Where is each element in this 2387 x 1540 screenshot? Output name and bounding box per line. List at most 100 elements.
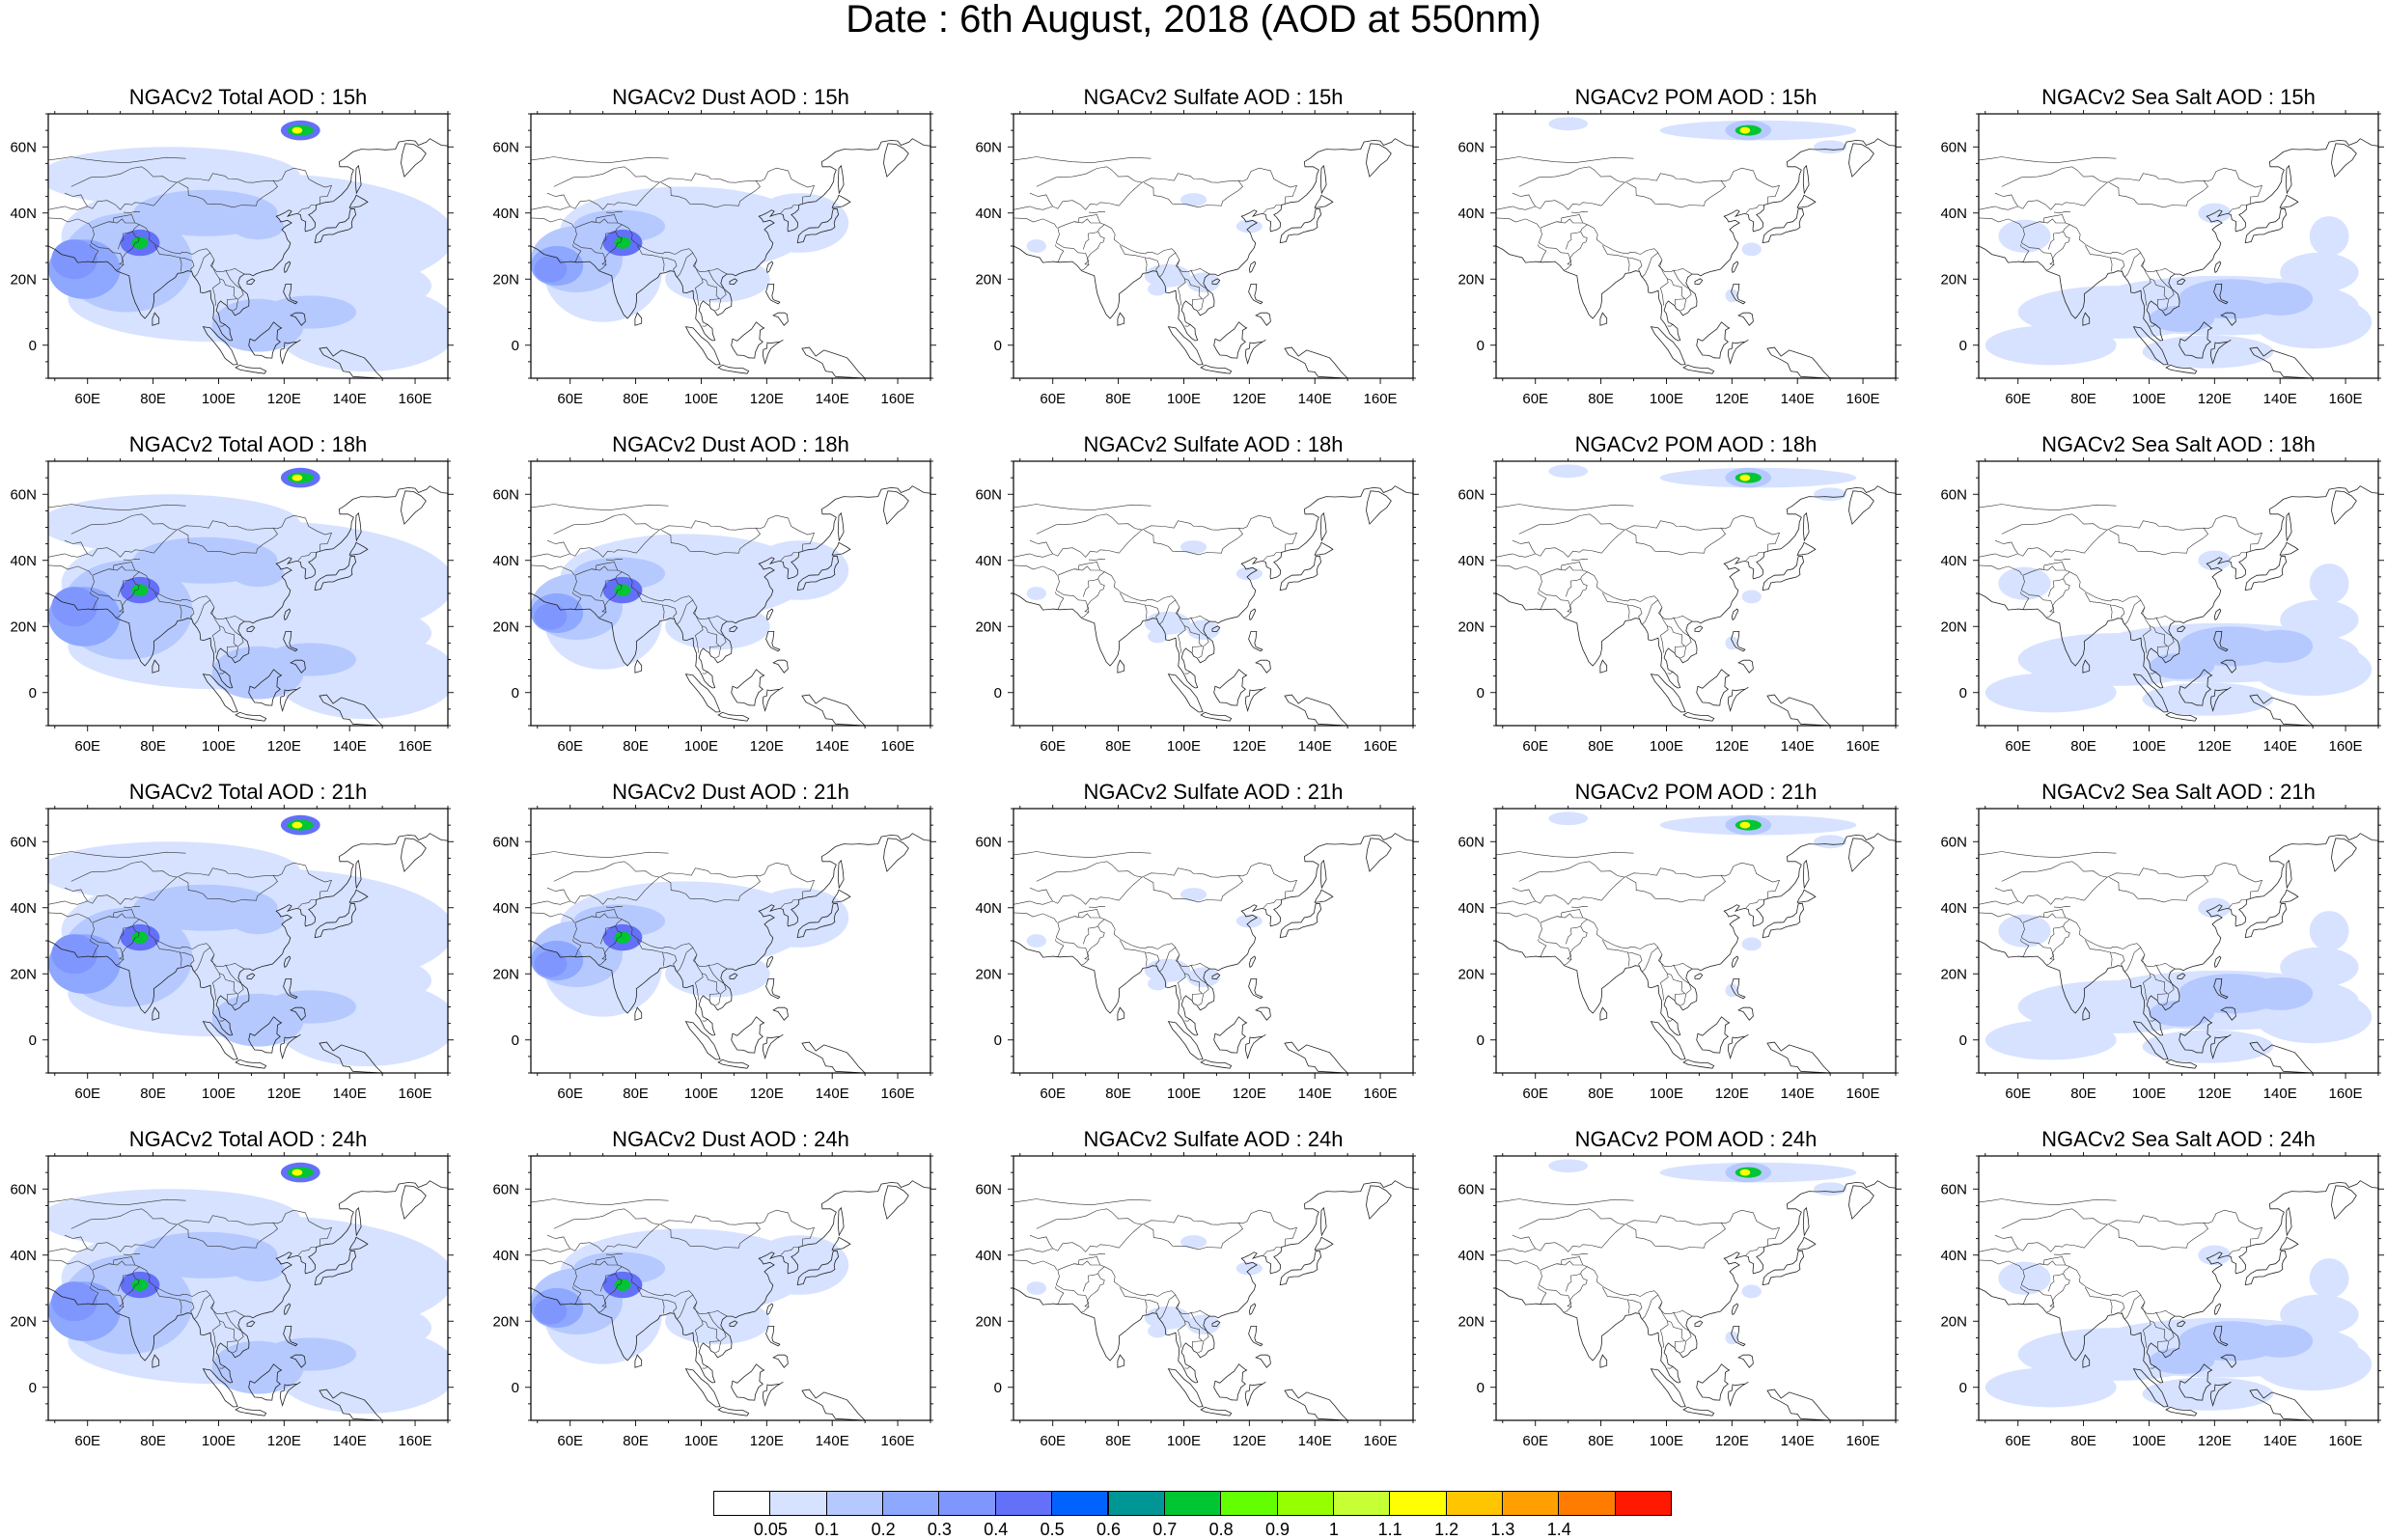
aod-plume [2247, 282, 2314, 316]
country-border [1569, 1273, 1588, 1307]
lat-tick-label: 20N [10, 271, 37, 288]
country-border [1570, 224, 1588, 234]
coastline [1284, 346, 1348, 378]
lat-tick-label: 60N [10, 486, 37, 503]
aod-plume [1235, 1261, 1263, 1276]
coastline [801, 1389, 866, 1420]
country-border [2085, 245, 2111, 259]
coastline [2244, 207, 2288, 244]
country-border [553, 861, 660, 882]
country-border [1036, 166, 1143, 187]
country-border [2048, 580, 2055, 597]
country-border [605, 224, 623, 234]
coastline [1255, 312, 1271, 326]
coastline [772, 659, 789, 674]
aod-plume [2280, 599, 2359, 640]
country-border [1566, 1275, 1572, 1292]
country-border [780, 204, 801, 214]
country-border [1055, 218, 1210, 275]
coastline [883, 1185, 909, 1220]
aod-plume [264, 990, 356, 1024]
coastline [2082, 1354, 2091, 1368]
coastline [831, 541, 851, 556]
country-border [219, 1366, 226, 1369]
lon-tick-label: 140E [816, 391, 849, 407]
map-panel-total: NGACv2 Total AOD : 21h 60E 80E 100E 120E 140E… [0, 780, 463, 1102]
coastline [1319, 1206, 1327, 1237]
country-border [2020, 913, 2176, 970]
panel-title: NGACv2 Sulfate AOD : 18h [1083, 432, 1344, 456]
coastline [1694, 278, 1704, 286]
coastline [1599, 659, 1608, 674]
aod-plume [2149, 1000, 2215, 1027]
colorbar-swatch [938, 1491, 996, 1516]
coastline [1696, 1016, 1731, 1054]
lon-tick-label: 160E [2329, 391, 2363, 407]
coastline [2165, 1406, 2198, 1416]
country-border [1183, 625, 1204, 653]
country-border [756, 1209, 815, 1247]
country-border [1013, 912, 1058, 922]
coastline [1314, 194, 1334, 208]
colorbar-label: 1 [1328, 1520, 1339, 1539]
lat-tick-label: 0 [1959, 338, 1967, 354]
lon-tick-label: 140E [1781, 391, 1815, 407]
country-border [1073, 1256, 1101, 1266]
coastline [684, 674, 721, 713]
country-border [662, 257, 665, 272]
coastline [1979, 461, 2378, 689]
country-border [569, 1286, 582, 1305]
coastline [246, 278, 256, 286]
country-border [87, 1286, 99, 1305]
country-border [2001, 861, 2108, 882]
coastline [1979, 809, 2378, 1036]
country-border [2155, 618, 2175, 659]
aod-plume [614, 931, 631, 944]
map-plot: 60E 80E 100E 120E 140E 160E 0 20N 40N 60N [1457, 805, 1901, 1102]
coastline [1802, 511, 1810, 542]
coastline [2220, 312, 2236, 326]
country-border [1569, 925, 1588, 960]
country-border [1073, 562, 1101, 571]
country-border [662, 604, 678, 623]
country-border [193, 947, 211, 973]
country-border [123, 559, 141, 561]
country-border [1979, 1198, 2117, 1206]
country-border [48, 156, 186, 164]
aod-plume [291, 821, 303, 829]
aod-plume [2280, 1294, 2359, 1334]
country-border [2142, 607, 2151, 653]
country-border [702, 324, 708, 327]
coastline [1366, 838, 1392, 872]
aod-plume [1739, 126, 1751, 134]
aod-plume [1814, 835, 1847, 849]
country-border [90, 590, 125, 619]
lon-tick-label: 140E [816, 738, 849, 755]
country-border [1036, 861, 1143, 882]
country-border [90, 937, 125, 966]
aod-plume [51, 934, 97, 975]
coastline [1737, 659, 1754, 674]
country-border [118, 1275, 125, 1292]
coastline [1727, 339, 1749, 365]
country-border [90, 218, 245, 275]
panel-title: NGACv2 Sulfate AOD : 15h [1083, 85, 1344, 109]
lat-tick-label: 40N [975, 900, 1002, 917]
country-border [1119, 1215, 1243, 1251]
aod-field [1496, 461, 1896, 726]
aod-field [1979, 809, 2378, 1073]
country-border [2039, 909, 2067, 919]
coastline [2220, 1354, 2236, 1368]
aod-plume [750, 1235, 849, 1295]
map-plot: 60E 80E 100E 120E 140E 160E 0 20N 40N 60N [975, 1152, 1419, 1449]
coastline [1694, 625, 1704, 633]
coastline [1279, 902, 1322, 939]
country-border [756, 862, 815, 899]
lon-tick-label: 160E [881, 738, 915, 755]
coastline [772, 312, 789, 326]
lon-tick-label: 80E [140, 1433, 166, 1449]
country-border [1029, 887, 1053, 902]
coastline [634, 1354, 643, 1368]
country-border [1190, 270, 1209, 312]
aod-plume [2149, 305, 2215, 332]
